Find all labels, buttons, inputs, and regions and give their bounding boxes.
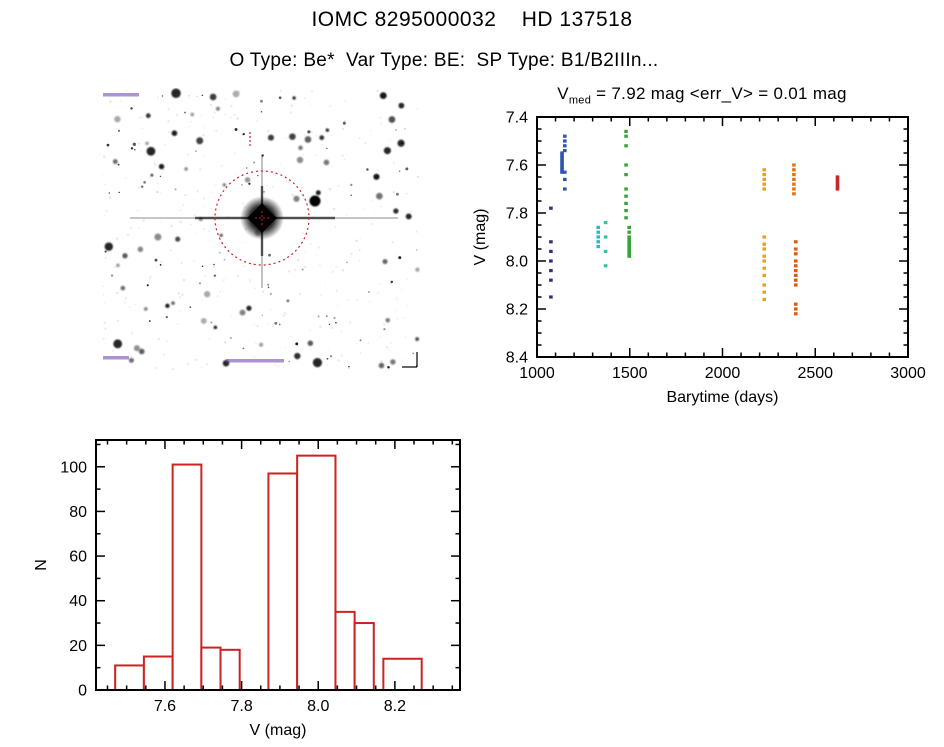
finding-chart-panel bbox=[100, 88, 420, 370]
svg-text:8.2: 8.2 bbox=[506, 302, 528, 319]
svg-text:100: 100 bbox=[60, 459, 87, 476]
svg-text:8.4: 8.4 bbox=[506, 350, 528, 367]
svg-text:3000: 3000 bbox=[890, 365, 926, 382]
svg-text:40: 40 bbox=[69, 593, 87, 610]
svg-text:V (mag): V (mag) bbox=[250, 722, 307, 739]
svg-text:20: 20 bbox=[69, 638, 87, 655]
svg-text:0: 0 bbox=[78, 683, 87, 700]
svg-text:N: N bbox=[33, 559, 50, 571]
svg-text:Barytime (days): Barytime (days) bbox=[666, 389, 778, 406]
svg-text:7.6: 7.6 bbox=[154, 698, 176, 715]
svg-text:80: 80 bbox=[69, 504, 87, 521]
svg-text:8.0: 8.0 bbox=[506, 254, 528, 271]
svg-text:2000: 2000 bbox=[705, 365, 741, 382]
lightcurve-plot: 1000 1500 2000 2500 3000 7.4 7.6 7.8 8.0 8.2 8.4 Ba… bbox=[472, 110, 926, 407]
svg-text:7.6: 7.6 bbox=[506, 158, 528, 175]
svg-text:2500: 2500 bbox=[797, 365, 833, 382]
vmed-prefix: V bbox=[557, 84, 569, 103]
histogram-plot: 7.6 7.8 8.0 8.2 0 20 40 60 80 100 V (mag) N bbox=[33, 439, 461, 739]
page-subtitle: O Type: Be* Var Type: BE: SP Type: B1/B2… bbox=[229, 50, 659, 71]
star-field-image bbox=[100, 88, 420, 370]
svg-text:8.2: 8.2 bbox=[384, 698, 406, 715]
lightcurve-panel: Vmed = 7.92 mag <err_V> = 0.01 mag 1000 1… bbox=[460, 84, 944, 424]
svg-text:7.8: 7.8 bbox=[230, 698, 252, 715]
svg-text:1500: 1500 bbox=[612, 365, 648, 382]
page-title: IOMC 8295000032 HD 137518 bbox=[311, 8, 633, 31]
svg-text:8.0: 8.0 bbox=[307, 698, 329, 715]
svg-text:1000: 1000 bbox=[519, 365, 555, 382]
lightcurve-title: Vmed = 7.92 mag <err_V> = 0.01 mag bbox=[460, 84, 944, 106]
histogram-panel: 7.6 7.8 8.0 8.2 0 20 40 60 80 100 V (mag) N bbox=[30, 432, 500, 747]
svg-text:60: 60 bbox=[69, 549, 87, 566]
svg-text:7.8: 7.8 bbox=[506, 206, 528, 223]
svg-text:7.4: 7.4 bbox=[506, 110, 528, 127]
svg-text:V (mag): V (mag) bbox=[472, 209, 489, 266]
vmed-value-text: = 7.92 mag <err_V> = 0.01 mag bbox=[591, 84, 847, 103]
vmed-subscript: med bbox=[568, 94, 592, 107]
